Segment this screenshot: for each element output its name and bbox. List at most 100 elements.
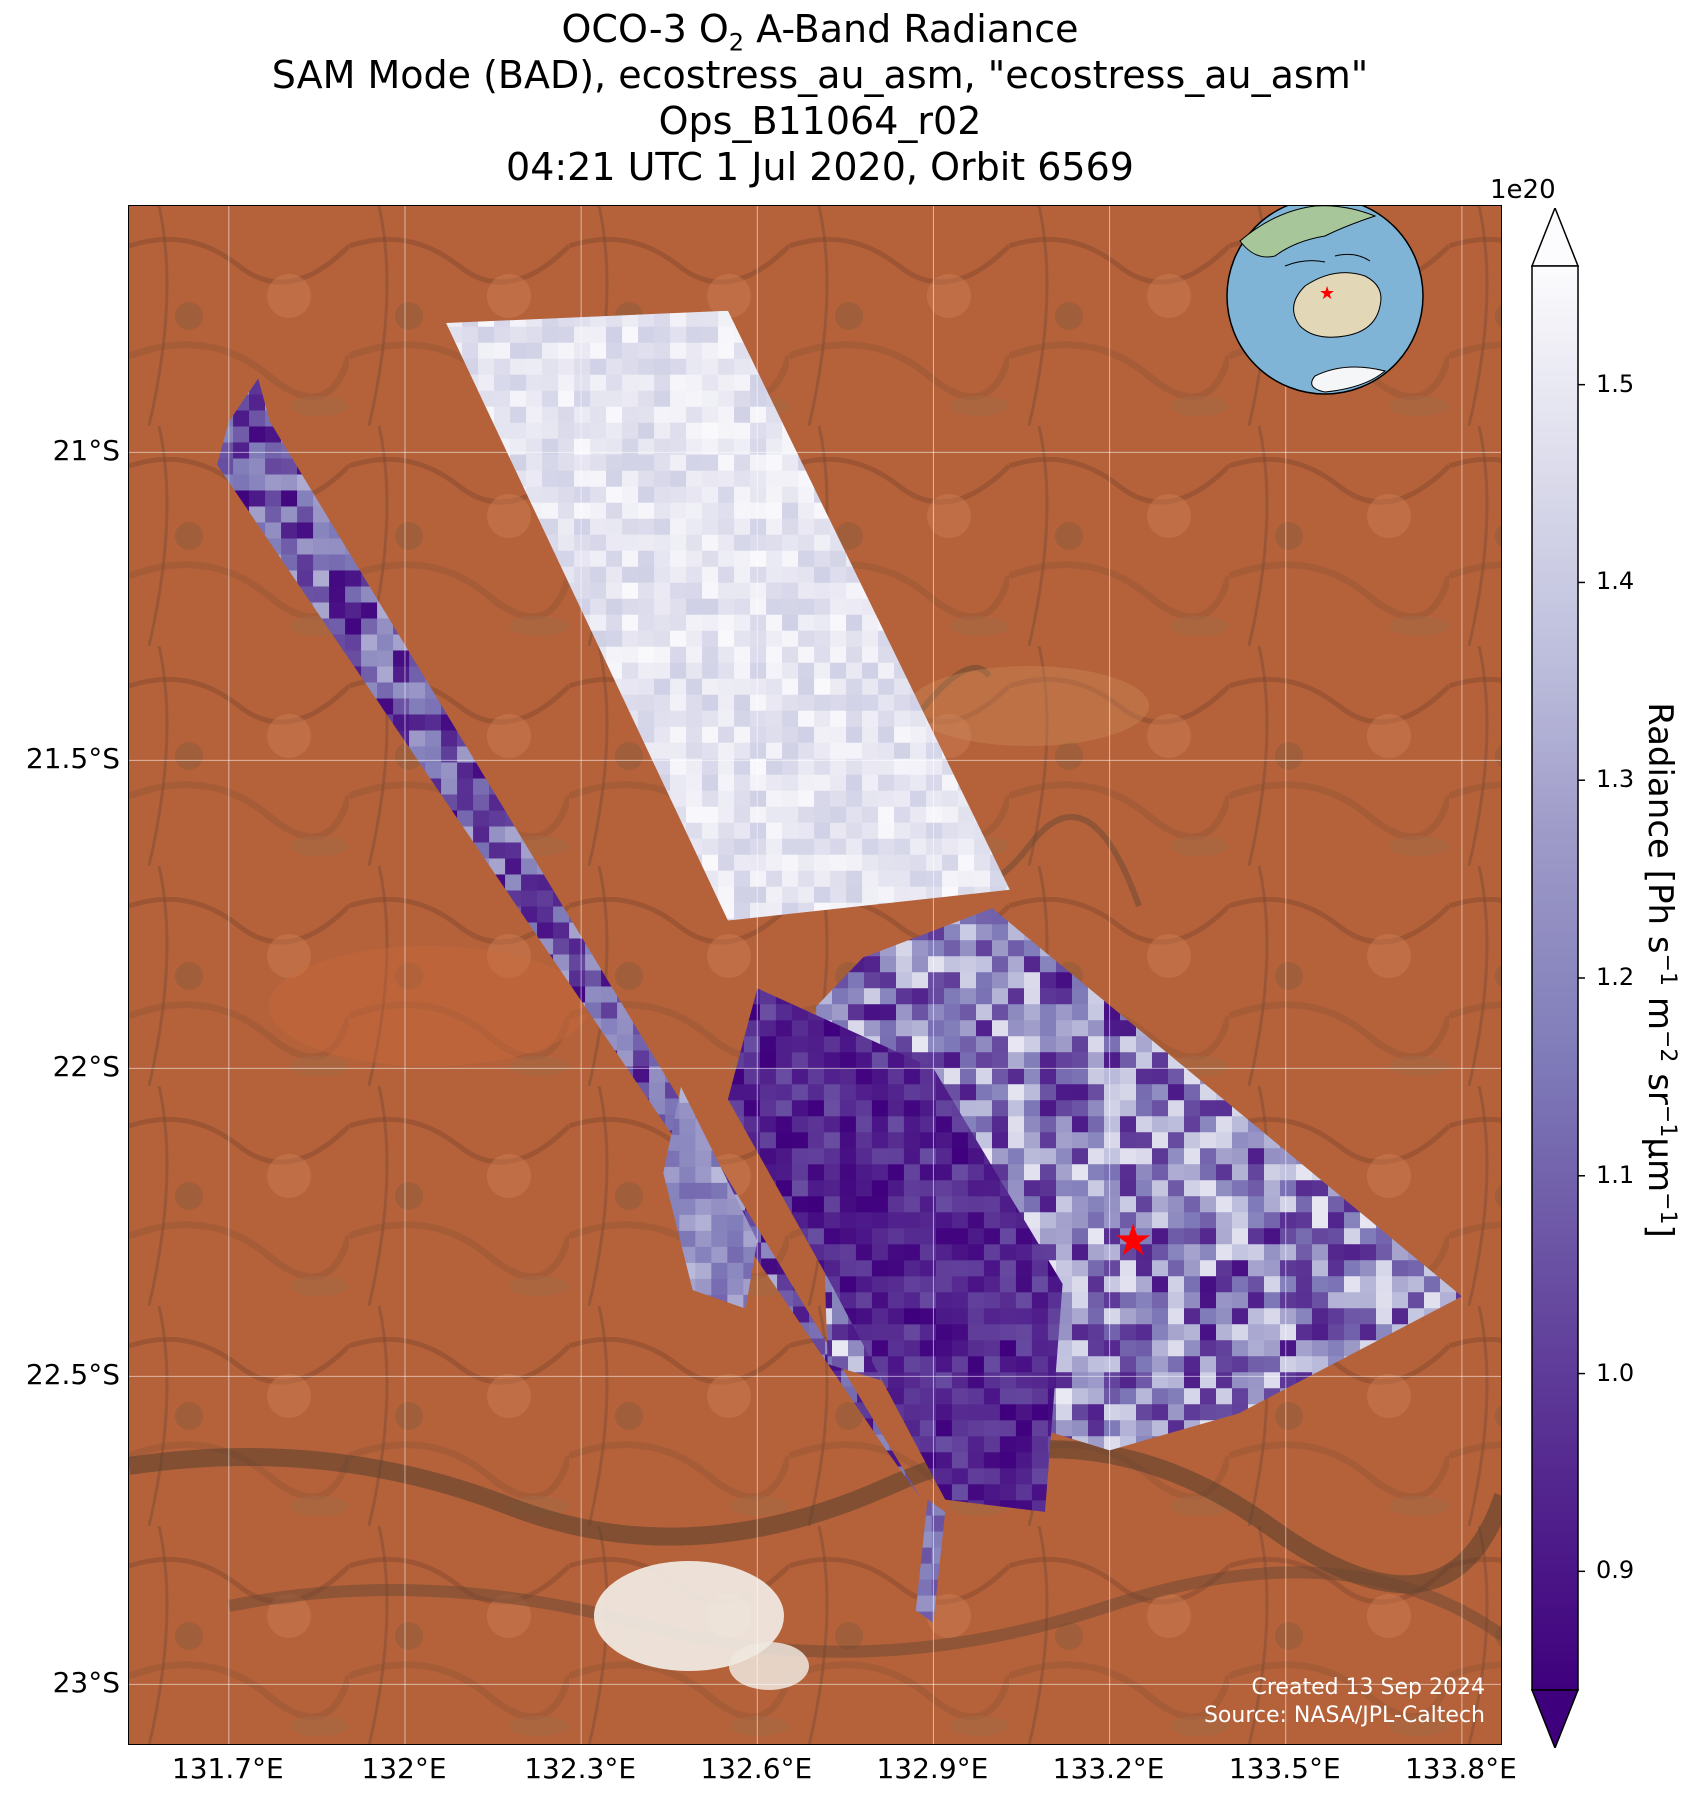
radiance-cell [654,406,671,424]
radiance-cell [494,342,511,360]
radiance-cell [622,342,639,360]
radiance-cell [734,582,751,600]
radiance-cell [606,566,623,584]
radiance-cell [894,870,911,888]
radiance-cell [894,742,911,760]
radiance-cell [782,598,799,616]
radiance-cell [846,742,863,760]
radiance-cell [702,326,719,344]
radiance-cell [944,940,961,957]
radiance-cell [702,614,719,632]
radiance-cell [992,956,1009,973]
radiance-cell [654,518,671,536]
radiance-cell [894,806,911,824]
radiance-cell [798,710,815,728]
radiance-cell [654,758,671,776]
radiance-cell [798,886,815,904]
radiance-cell [894,726,911,744]
radiance-cell [558,374,575,392]
radiance-cell [846,886,863,904]
radiance-cell [958,854,975,872]
radiance-cell [670,630,687,648]
sand-plain [909,666,1149,746]
radiance-cell [734,502,751,520]
radiance-cell [425,714,442,732]
radiance-cell [782,774,799,792]
radiance-cell [265,506,282,524]
radiance-cell [313,586,330,604]
radiance-cell [718,358,735,376]
radiance-cell [766,646,783,664]
radiance-cell [750,534,767,552]
radiance-cell [734,598,751,616]
radiance-cell [718,886,735,904]
radiance-cell [734,854,751,872]
radiance-cell [1104,1036,1121,1053]
radiance-cell [606,550,623,568]
radiance-cell [976,956,993,973]
radiance-cell [960,924,977,941]
radiance-cell [702,758,719,776]
radiance-cell [894,822,911,840]
radiance-cell [670,310,687,328]
radiance-cell [734,374,751,392]
radiance-cell [734,422,751,440]
radiance-cell [521,874,538,892]
radiance-cell [782,838,799,856]
radiance-cell [590,550,607,568]
radiance-cell [622,454,639,472]
map-panel[interactable]: ★ ★ Created 13 Sep 2024 Source: NASA/JPL… [128,205,1502,1745]
radiance-cell [473,794,490,812]
radiance-cell [878,790,895,808]
radiance-cell [830,566,847,584]
map-canvas[interactable]: ★ ★ [129,206,1502,1745]
radiance-cell [606,342,623,360]
radiance-cell [510,454,527,472]
radiance-cell [734,838,751,856]
radiance-cell [766,726,783,744]
radiance-cell [702,822,719,840]
radiance-cell [329,602,346,620]
radiance-cell [766,534,783,552]
radiance-cell [814,742,831,760]
radiance-cell [862,774,879,792]
radiance-cell [1136,1036,1153,1053]
radiance-cell [686,438,703,456]
radiance-cell [814,630,831,648]
radiance-cell [670,454,687,472]
radiance-cell [313,538,330,556]
radiance-cell [1040,1004,1057,1021]
radiance-cell [542,374,559,392]
radiance-cell [558,502,575,520]
radiance-cell [670,470,687,488]
radiance-cell [766,502,783,520]
radiance-cell [462,342,479,360]
radiance-cell [622,406,639,424]
radiance-cell [718,518,735,536]
radiance-cell [830,726,847,744]
radiance-cell [670,598,687,616]
radiance-cell [686,630,703,648]
radiance-cell [718,502,735,520]
radiance-cell [606,614,623,632]
radiance-cell [910,838,927,856]
radiance-cell [798,502,815,520]
radiance-cell [928,1036,945,1053]
radiance-cell [928,956,945,973]
radiance-cell [622,678,639,696]
radiance-cell [638,598,655,616]
radiance-cell [942,854,959,872]
radiance-cell [425,746,442,764]
radiance-cell [734,470,751,488]
radiance-cell [457,810,474,828]
radiance-cell [702,550,719,568]
radiance-cell [441,730,458,748]
radiance-cell [622,534,639,552]
radiance-cell [505,874,522,892]
radiance-cell [958,806,975,824]
radiance-cell [670,742,687,760]
radiance-cell [638,390,655,408]
radiance-cell [798,486,815,504]
radiance-cell [622,438,639,456]
radiance-cell [912,1020,929,1037]
